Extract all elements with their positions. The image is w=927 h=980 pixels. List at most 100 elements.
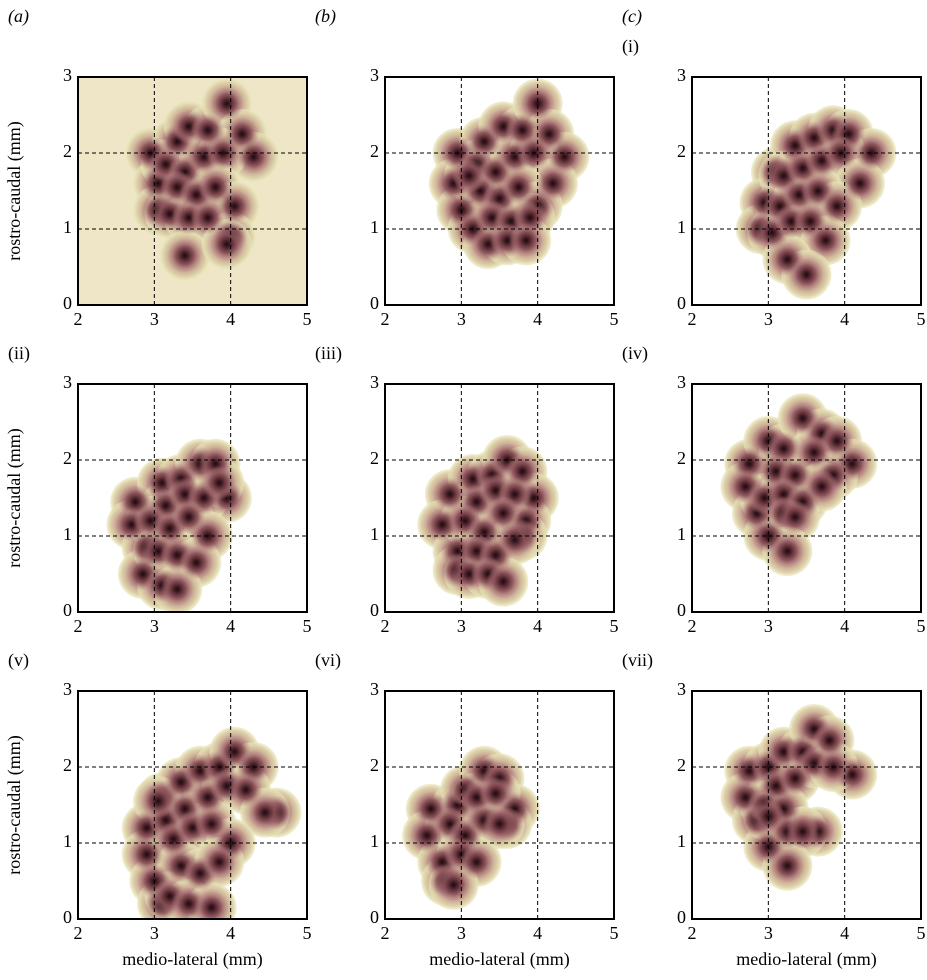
panel: 23450123(a)rostro-caudal (mm) bbox=[4, 6, 311, 329]
x-tick-label: 2 bbox=[381, 616, 390, 636]
x-axis-label: medio-lateral (mm) bbox=[122, 949, 262, 970]
y-tick-label: 3 bbox=[677, 372, 686, 392]
x-tick-label: 3 bbox=[457, 616, 466, 636]
x-tick-label: 4 bbox=[840, 309, 849, 329]
y-tick-label: 1 bbox=[370, 217, 379, 237]
blob bbox=[141, 784, 175, 818]
density-layer bbox=[720, 393, 877, 576]
panel: 23450123(iv) bbox=[622, 343, 926, 636]
x-tick-label: 4 bbox=[533, 616, 542, 636]
blob bbox=[248, 796, 282, 830]
y-tick-label: 3 bbox=[370, 679, 379, 699]
x-tick-label: 5 bbox=[610, 616, 619, 636]
y-tick-label: 2 bbox=[677, 448, 686, 468]
density-layer bbox=[78, 77, 307, 305]
y-tick-label: 3 bbox=[63, 65, 72, 85]
x-tick-label: 4 bbox=[226, 923, 235, 943]
blob bbox=[778, 500, 812, 534]
panel-sublabel: (i) bbox=[622, 36, 639, 57]
y-tick-label: 1 bbox=[677, 831, 686, 851]
panel-label: (a) bbox=[8, 6, 29, 27]
x-tick-label: 5 bbox=[303, 309, 312, 329]
y-tick-label: 2 bbox=[63, 141, 72, 161]
y-tick-label: 3 bbox=[677, 679, 686, 699]
panel-sublabel: (ii) bbox=[8, 343, 30, 364]
blob bbox=[210, 227, 244, 261]
blob bbox=[437, 868, 471, 902]
y-tick-label: 1 bbox=[677, 524, 686, 544]
y-tick-label: 3 bbox=[370, 372, 379, 392]
y-tick-label: 0 bbox=[63, 907, 72, 927]
y-tick-label: 1 bbox=[370, 831, 379, 851]
y-tick-label: 0 bbox=[370, 907, 379, 927]
blob bbox=[210, 87, 244, 121]
blob bbox=[483, 807, 517, 841]
x-tick-label: 5 bbox=[917, 923, 926, 943]
x-tick-label: 2 bbox=[688, 309, 697, 329]
x-tick-label: 3 bbox=[150, 923, 159, 943]
blob bbox=[486, 565, 520, 599]
panel: 23450123(ii)rostro-caudal (mm) bbox=[4, 343, 311, 636]
density-layer bbox=[429, 79, 590, 270]
panel-sublabel: (iii) bbox=[315, 343, 342, 364]
x-tick-label: 2 bbox=[74, 616, 83, 636]
figure: 23450123(a)rostro-caudal (mm)23450123(b)… bbox=[0, 0, 927, 980]
y-tick-label: 0 bbox=[677, 293, 686, 313]
density-layer bbox=[720, 704, 877, 891]
x-tick-label: 3 bbox=[764, 309, 773, 329]
x-tick-label: 5 bbox=[610, 309, 619, 329]
x-tick-label: 2 bbox=[74, 309, 83, 329]
x-tick-label: 3 bbox=[457, 923, 466, 943]
y-tick-label: 3 bbox=[63, 372, 72, 392]
panel-sublabel: (vi) bbox=[315, 650, 341, 671]
blob bbox=[452, 159, 486, 193]
y-tick-label: 3 bbox=[63, 679, 72, 699]
x-tick-label: 5 bbox=[917, 616, 926, 636]
y-tick-label: 2 bbox=[370, 448, 379, 468]
y-axis-label: rostro-caudal (mm) bbox=[4, 121, 25, 260]
blob bbox=[790, 258, 824, 292]
blob bbox=[770, 534, 804, 568]
panel-sublabel: (vii) bbox=[622, 650, 653, 671]
x-tick-label: 2 bbox=[381, 309, 390, 329]
x-tick-label: 4 bbox=[840, 616, 849, 636]
x-tick-label: 5 bbox=[917, 309, 926, 329]
density-layer bbox=[402, 746, 540, 910]
x-tick-label: 3 bbox=[150, 616, 159, 636]
y-tick-label: 1 bbox=[677, 217, 686, 237]
y-tick-label: 0 bbox=[370, 600, 379, 620]
y-axis-label: rostro-caudal (mm) bbox=[4, 735, 25, 874]
x-tick-label: 4 bbox=[226, 616, 235, 636]
x-tick-label: 5 bbox=[303, 923, 312, 943]
blob bbox=[160, 572, 194, 606]
x-tick-label: 2 bbox=[688, 923, 697, 943]
y-tick-label: 0 bbox=[63, 600, 72, 620]
panel-sublabel: (iv) bbox=[622, 343, 648, 364]
y-tick-label: 0 bbox=[677, 907, 686, 927]
x-tick-label: 2 bbox=[74, 923, 83, 943]
y-tick-label: 0 bbox=[63, 293, 72, 313]
y-tick-label: 1 bbox=[370, 524, 379, 544]
x-tick-label: 5 bbox=[610, 923, 619, 943]
y-axis-label: rostro-caudal (mm) bbox=[4, 428, 25, 567]
y-tick-label: 0 bbox=[370, 293, 379, 313]
x-axis-label: medio-lateral (mm) bbox=[429, 949, 569, 970]
panel-label: (c) bbox=[622, 6, 642, 27]
y-tick-label: 1 bbox=[63, 831, 72, 851]
y-tick-label: 2 bbox=[370, 755, 379, 775]
density-layer bbox=[122, 727, 302, 933]
x-tick-label: 3 bbox=[764, 923, 773, 943]
x-tick-label: 3 bbox=[764, 616, 773, 636]
x-tick-label: 4 bbox=[533, 923, 542, 943]
blob bbox=[770, 849, 804, 883]
density-layer bbox=[736, 105, 897, 299]
blob bbox=[237, 140, 271, 174]
y-tick-label: 1 bbox=[63, 524, 72, 544]
x-axis-label: medio-lateral (mm) bbox=[736, 949, 876, 970]
y-tick-label: 0 bbox=[677, 600, 686, 620]
y-tick-label: 2 bbox=[677, 141, 686, 161]
y-tick-label: 2 bbox=[677, 755, 686, 775]
